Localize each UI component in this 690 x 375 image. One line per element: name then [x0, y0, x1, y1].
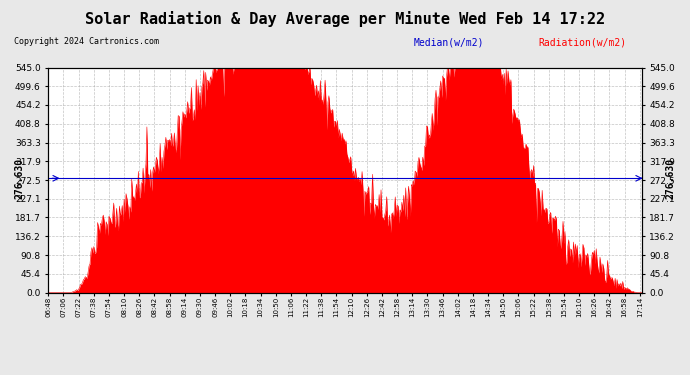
- Text: 276.630: 276.630: [665, 158, 676, 199]
- Text: Copyright 2024 Cartronics.com: Copyright 2024 Cartronics.com: [14, 38, 159, 46]
- Text: 276.630: 276.630: [14, 158, 25, 199]
- Text: Solar Radiation & Day Average per Minute Wed Feb 14 17:22: Solar Radiation & Day Average per Minute…: [85, 11, 605, 27]
- Text: Median(w/m2): Median(w/m2): [414, 38, 484, 48]
- Text: Radiation(w/m2): Radiation(w/m2): [538, 38, 627, 48]
